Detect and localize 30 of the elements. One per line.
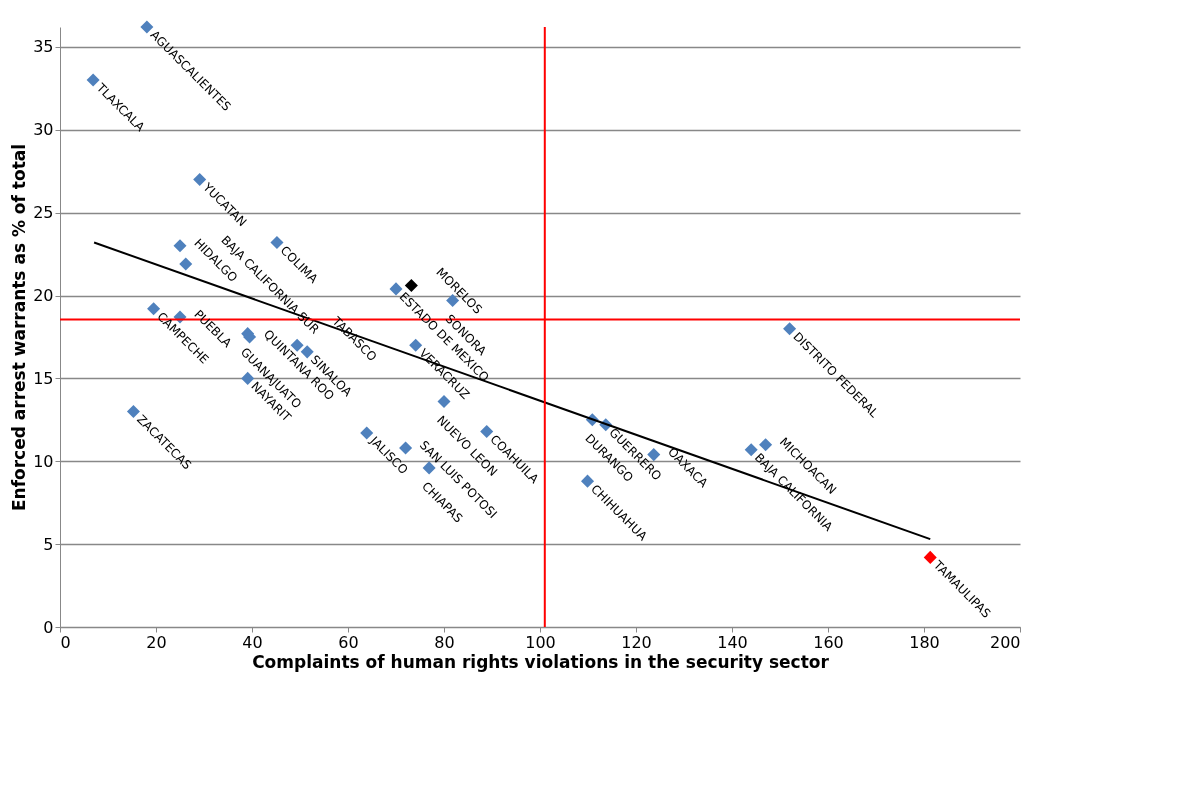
y-tick-label: 5	[43, 534, 54, 554]
point	[923, 550, 937, 564]
y-tick-label: 30	[33, 120, 54, 140]
x-tick-label: 60	[338, 632, 359, 652]
y-tick-label: 20	[33, 286, 54, 306]
x-tick-label: 200	[989, 632, 1021, 652]
y-tick-label: 10	[33, 451, 54, 471]
y-tick-label: 15	[33, 368, 54, 388]
x-tick-label: 160	[813, 632, 844, 652]
y-tick-label: 35	[33, 37, 54, 57]
y-tick-label: 0	[43, 617, 54, 637]
point	[86, 73, 100, 87]
point	[409, 338, 423, 352]
y-tick-label: 25	[33, 203, 54, 223]
x-axis-title: Complaints of human rights violations in the security sector	[252, 651, 830, 672]
x-tick-label: 20	[146, 632, 167, 652]
x-tick-label: 180	[909, 632, 940, 652]
x-tick-label: 100	[525, 632, 556, 652]
x-tick-label: 120	[621, 632, 652, 652]
point	[193, 172, 207, 187]
x-tick-label: 0	[60, 632, 71, 652]
x-tick-label: 80	[434, 632, 455, 652]
point	[173, 239, 187, 253]
point	[759, 438, 773, 452]
y-axis-title: Enforced arrest warrants as % of total	[9, 143, 30, 512]
point	[404, 279, 418, 293]
point	[179, 257, 193, 271]
x-tick-label: 140	[717, 632, 748, 652]
x-tick-label: 40	[242, 632, 263, 652]
point	[140, 20, 154, 34]
